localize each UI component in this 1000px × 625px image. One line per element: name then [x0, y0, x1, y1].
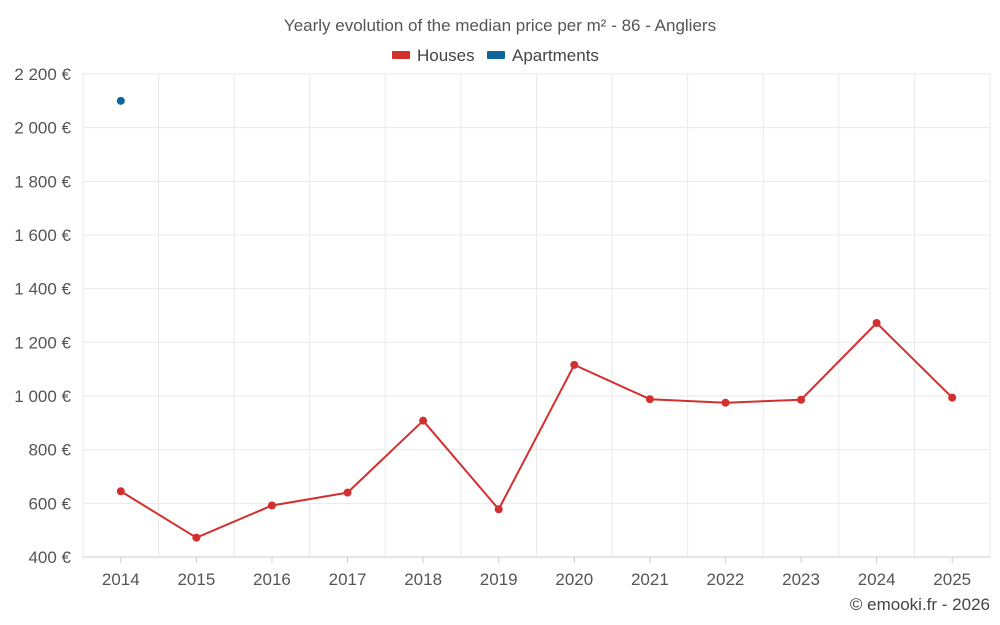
horizontal-gridlines: [83, 73, 990, 504]
legend-swatch-houses[interactable]: [392, 51, 410, 59]
y-tick-label: 1 200 €: [14, 333, 71, 352]
x-tick-label: 2020: [555, 570, 593, 589]
x-tick-label: 2024: [858, 570, 896, 589]
x-tick-label: 2017: [329, 570, 367, 589]
data-point-houses-2023[interactable]: [797, 395, 806, 404]
x-tick-label: 2023: [782, 570, 820, 589]
chart-title: Yearly evolution of the median price per…: [284, 16, 716, 35]
data-point-houses-2020[interactable]: [570, 360, 579, 369]
data-point-houses-2019[interactable]: [494, 505, 503, 514]
y-tick-label: 400 €: [28, 548, 71, 567]
x-tick-label: 2025: [933, 570, 971, 589]
x-tick-label: 2021: [631, 570, 669, 589]
x-tick-label: 2019: [480, 570, 518, 589]
x-tick-label: 2014: [102, 570, 140, 589]
data-point-houses-2024[interactable]: [872, 319, 881, 328]
legend-label-houses[interactable]: Houses: [417, 46, 475, 65]
y-tick-label: 1 000 €: [14, 387, 71, 406]
legend-label-apartments[interactable]: Apartments: [512, 46, 599, 65]
series-lines: [120, 322, 953, 539]
data-point-houses-2016[interactable]: [267, 501, 276, 510]
data-point-houses-2017[interactable]: [343, 488, 352, 497]
y-axis-tick-labels: 400 € 600 € 800 € 1 000 € 1 200 € 1 400 € 1 60…: [14, 65, 71, 567]
y-tick-label: 1 400 €: [14, 280, 71, 299]
series-line-houses: [120, 322, 953, 539]
x-tick-label: 2015: [177, 570, 215, 589]
data-point-houses-2022[interactable]: [721, 398, 730, 407]
x-axis-tick-labels: 2014 2015 2016 2017 2018 2019 2020 2021 2022 2023…: [102, 557, 971, 589]
y-tick-label: 800 €: [28, 441, 71, 460]
legend: Houses Apartments: [392, 46, 599, 65]
data-point-houses-2018[interactable]: [419, 416, 428, 425]
data-point-houses-2021[interactable]: [645, 395, 654, 404]
y-tick-label: 1 600 €: [14, 226, 71, 245]
x-tick-label: 2016: [253, 570, 291, 589]
y-tick-label: 600 €: [28, 494, 71, 513]
data-point-houses-2025[interactable]: [948, 393, 957, 402]
y-tick-label: 2 200 €: [14, 65, 71, 84]
series-points: [116, 96, 957, 542]
vertical-gridlines: [82, 74, 991, 557]
legend-swatch-apartments[interactable]: [487, 51, 505, 59]
data-point-apartments-2014[interactable]: [116, 96, 125, 105]
data-point-houses-2015[interactable]: [192, 533, 201, 542]
data-point-houses-2014[interactable]: [116, 487, 125, 496]
y-tick-label: 1 800 €: [14, 172, 71, 191]
credit-text: © emooki.fr - 2026: [850, 595, 990, 614]
x-tick-label: 2018: [404, 570, 442, 589]
y-tick-label: 2 000 €: [14, 119, 71, 138]
x-tick-label: 2022: [707, 570, 745, 589]
